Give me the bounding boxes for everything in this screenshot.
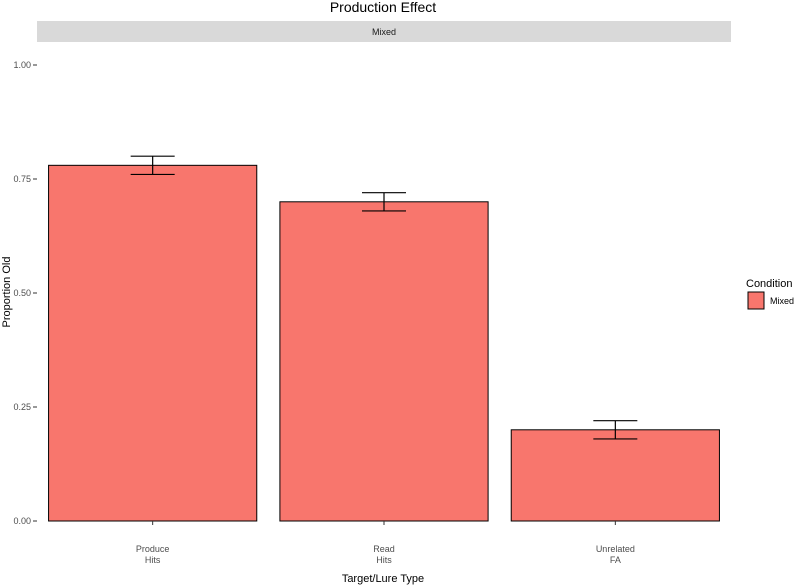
bars bbox=[48, 155, 720, 522]
facet-strip-label: Mixed bbox=[372, 27, 396, 37]
x-axis-title: Target/Lure Type bbox=[342, 573, 424, 585]
legend-title: Condition bbox=[746, 278, 792, 290]
legend-key-mixed bbox=[747, 291, 765, 310]
bar bbox=[48, 164, 258, 522]
x-tick-label: Read Hits bbox=[373, 544, 395, 565]
legend: Condition Mixed bbox=[746, 278, 794, 310]
x-tick-label: Produce Hits bbox=[136, 544, 170, 565]
y-tick-label: 0.25 bbox=[13, 402, 31, 412]
y-tick-label: 0.50 bbox=[13, 288, 31, 298]
y-axis: 0.00 0.25 0.50 0.75 1.00 bbox=[13, 60, 37, 526]
facet-strip bbox=[37, 21, 731, 42]
y-tick-label: 0.00 bbox=[13, 516, 31, 526]
x-tick-label: Unrelated FA bbox=[596, 544, 635, 565]
bar bbox=[279, 201, 489, 522]
y-tick-label: 1.00 bbox=[13, 60, 31, 70]
y-axis-title: Proportion Old bbox=[1, 257, 13, 328]
legend-label-mixed: Mixed bbox=[770, 296, 794, 306]
bar bbox=[510, 429, 720, 522]
y-tick-label: 0.75 bbox=[13, 174, 31, 184]
chart-title: Production Effect bbox=[330, 0, 436, 15]
x-axis: Produce Hits Read Hits Unrelated FA bbox=[136, 521, 635, 565]
